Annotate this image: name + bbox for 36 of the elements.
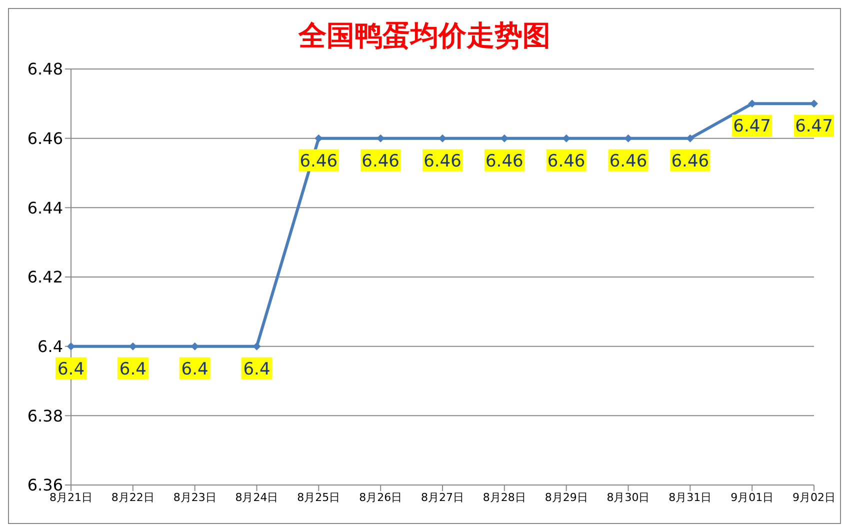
x-tick-label: 8月30日 bbox=[606, 490, 650, 504]
x-tick-label: 8月26日 bbox=[359, 490, 402, 504]
x-tick-label: 9月02日 bbox=[792, 490, 836, 504]
y-tick-label: 6.4 bbox=[38, 337, 63, 356]
x-tick-label: 8月27日 bbox=[421, 490, 464, 504]
y-tick-label: 6.48 bbox=[27, 60, 63, 79]
point bbox=[438, 134, 446, 142]
data-label: 6.47 bbox=[733, 116, 772, 137]
y-tick-label: 6.42 bbox=[27, 268, 63, 287]
data-label: 6.4 bbox=[119, 359, 146, 380]
data-label: 6.46 bbox=[671, 151, 710, 172]
x-tick-label: 8月24日 bbox=[235, 490, 278, 504]
y-tick-label: 6.46 bbox=[27, 129, 63, 148]
y-tick-label: 6.44 bbox=[27, 198, 63, 218]
point bbox=[810, 100, 818, 108]
data-label: 6.46 bbox=[609, 151, 648, 172]
data-label: 6.4 bbox=[57, 359, 85, 380]
data-label: 6.46 bbox=[547, 151, 586, 172]
chart-title: 全国鸭蛋均价走势图 bbox=[297, 18, 552, 54]
y-tick-label: 6.38 bbox=[27, 406, 63, 426]
data-label: 6.4 bbox=[181, 359, 208, 380]
point bbox=[67, 342, 75, 350]
data-label: 6.46 bbox=[362, 151, 400, 172]
x-tick-label: 8月21日 bbox=[50, 490, 92, 504]
x-tick-label: 8月29日 bbox=[544, 490, 588, 504]
data-label: 6.47 bbox=[795, 116, 833, 137]
x-tick-label: 8月23日 bbox=[173, 490, 216, 504]
x-tick-label: 8月28日 bbox=[482, 490, 526, 504]
x-tick-label: 9月01日 bbox=[730, 490, 774, 504]
x-tick-label: 8月25日 bbox=[297, 490, 340, 504]
data-label: 6.46 bbox=[424, 151, 462, 172]
data-label: 6.4 bbox=[243, 359, 270, 380]
x-tick-label: 8月31日 bbox=[668, 490, 712, 504]
data-label: 6.46 bbox=[485, 151, 524, 172]
data-label: 6.46 bbox=[300, 151, 338, 172]
x-tick-label: 8月22日 bbox=[111, 490, 154, 504]
